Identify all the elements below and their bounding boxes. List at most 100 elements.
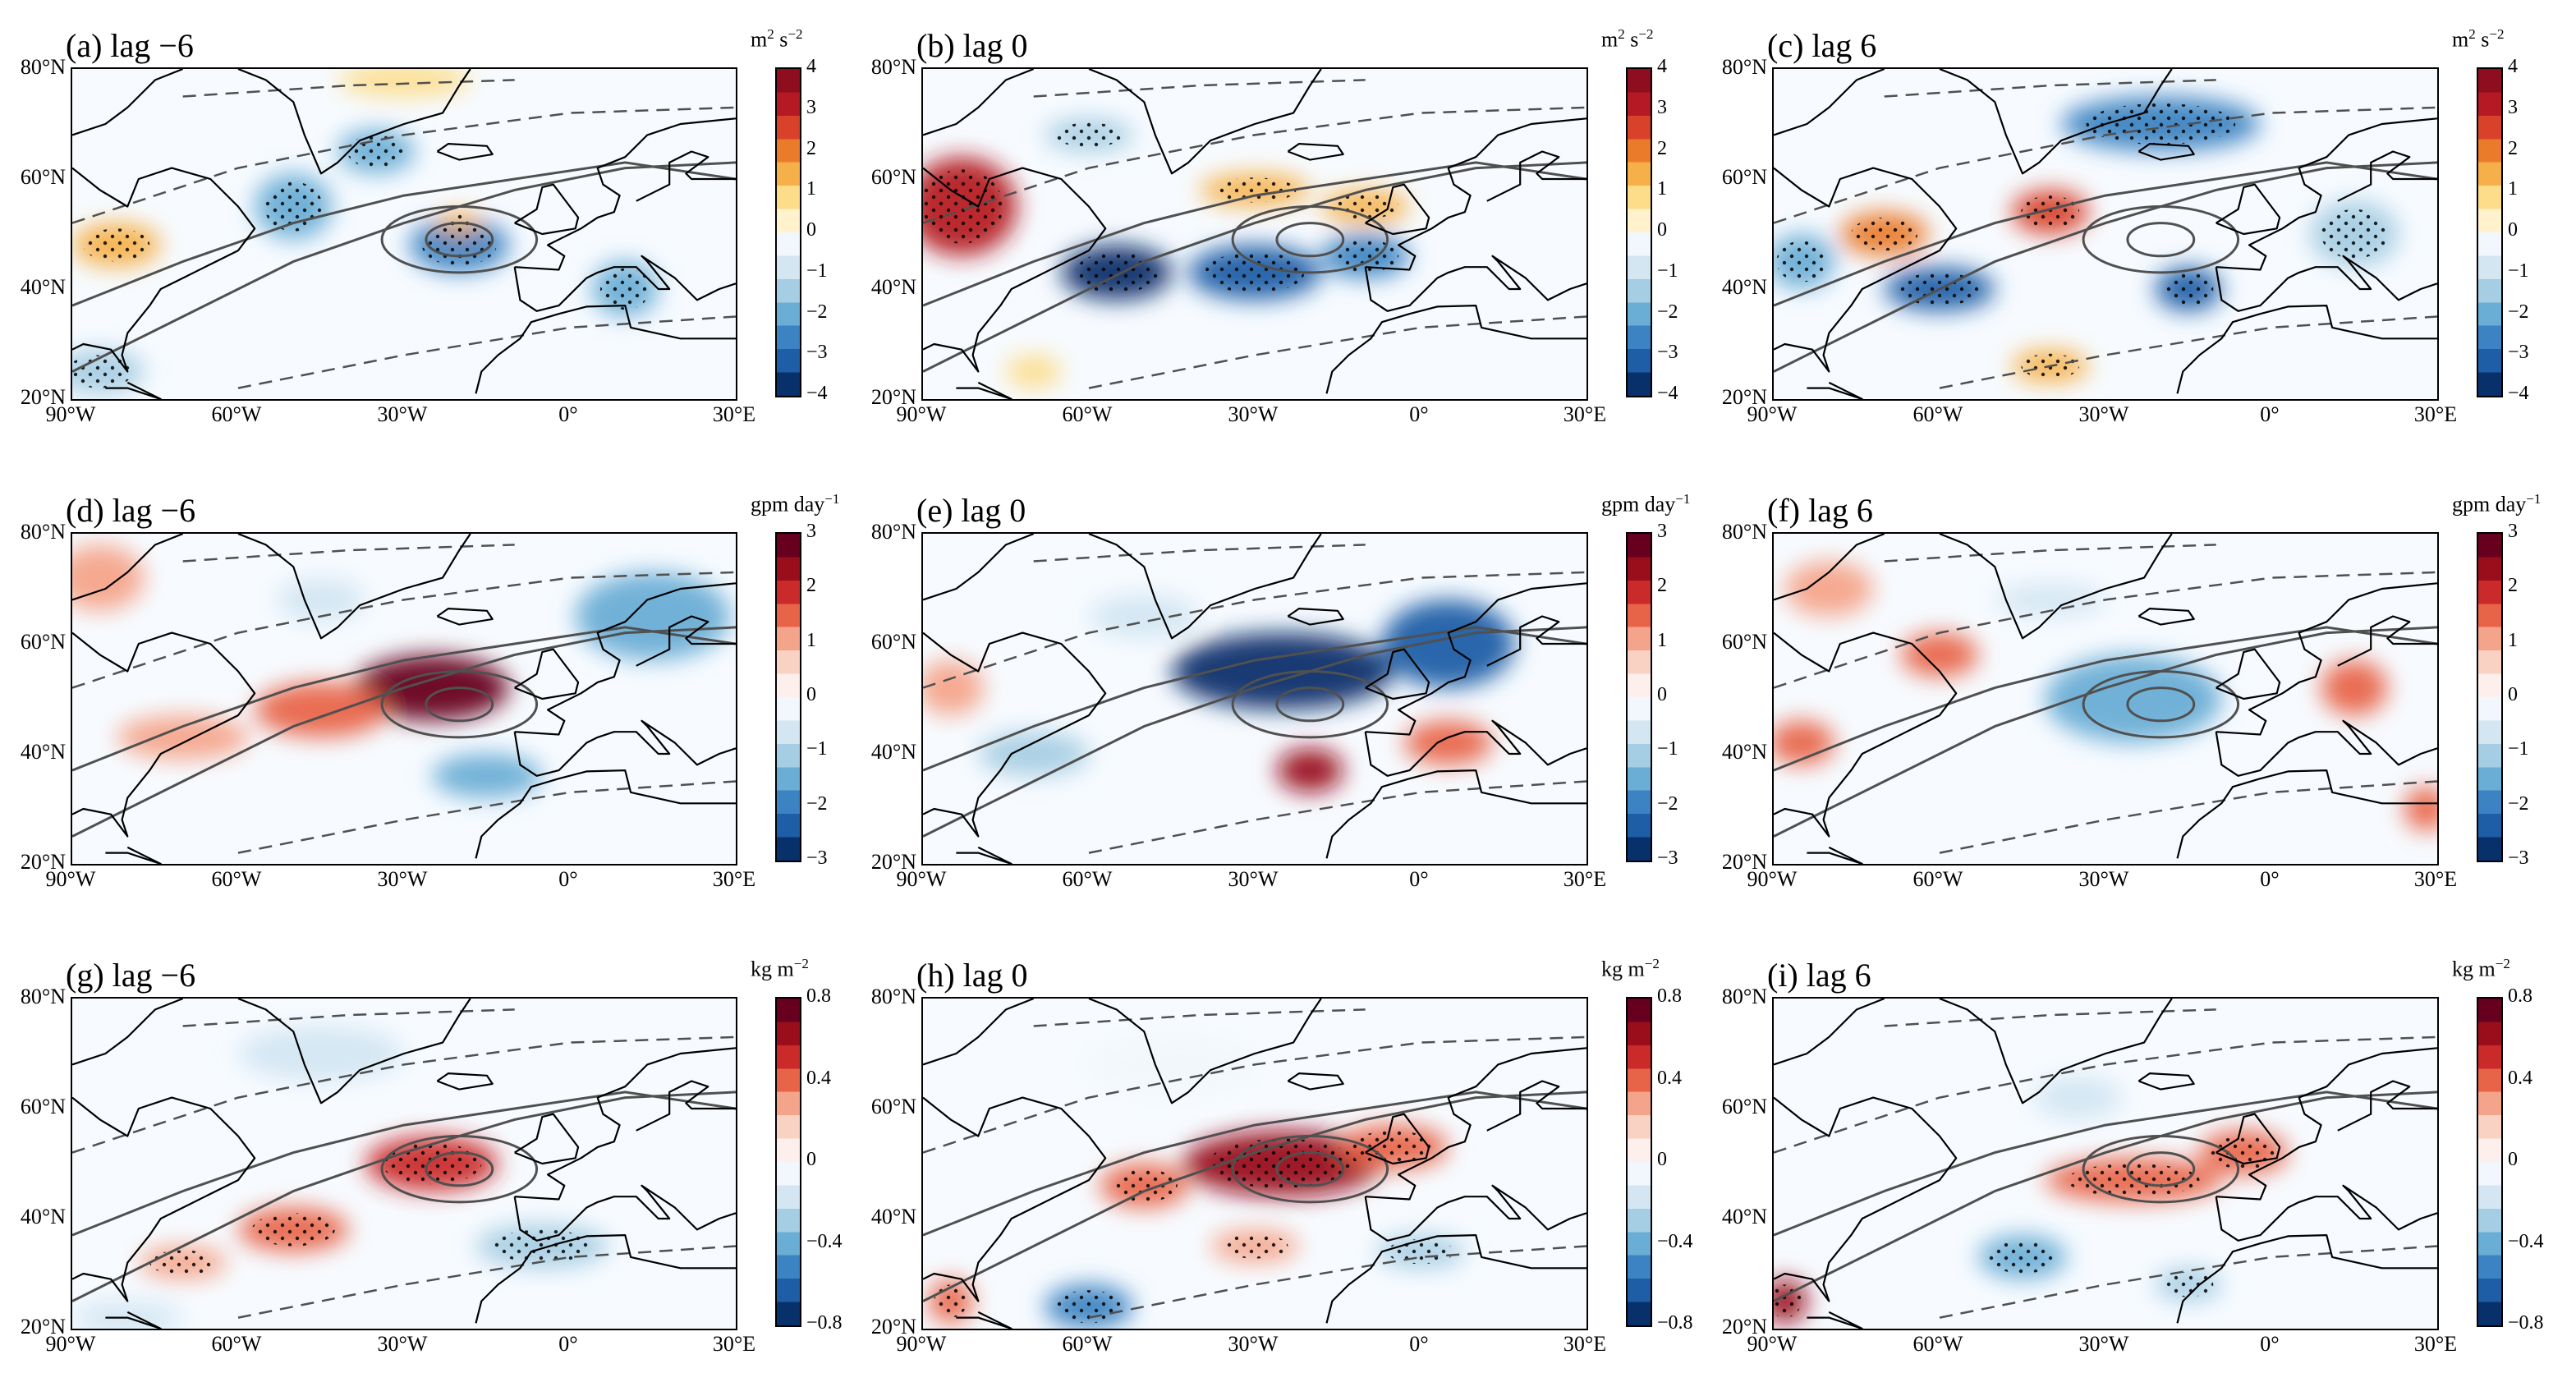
colorbar-tick-label: 1 [2508, 178, 2518, 200]
lon-tick-label: 60°W [1062, 1332, 1113, 1356]
lon-tick-label: 0° [1409, 1332, 1429, 1356]
colorbar-tick-label: −0.4 [806, 1230, 843, 1252]
coastline [2216, 183, 2281, 236]
lat-tick-label: 20°N [870, 850, 916, 874]
coastline [514, 183, 580, 236]
dashed-contour [1088, 315, 1586, 389]
coastline [1774, 631, 1958, 838]
colorbar-tick-label: −0.8 [2508, 1312, 2544, 1334]
colorbar-tick-label: 3 [1657, 521, 1667, 542]
jet-contour [72, 626, 736, 838]
coastline [513, 719, 736, 777]
colorbar-unit: kg m−2 [751, 956, 809, 982]
lat-tick-label: 20°N [1721, 385, 1767, 409]
coastline [72, 1096, 256, 1302]
significance-stipple [1213, 177, 1297, 203]
colorbar-tick-label: 2 [1657, 137, 1667, 159]
colorbar-tick-label: −0.8 [1657, 1312, 1693, 1334]
lon-tick-label: 0° [558, 867, 578, 891]
anomaly-blob [1403, 720, 1493, 765]
jet-core-contour [2126, 222, 2196, 258]
jet-contour [1774, 1091, 2437, 1237]
colorbar [1626, 532, 1652, 862]
lon-tick-label: 30°W [1228, 1332, 1279, 1356]
lat-tick-label: 40°N [1721, 740, 1767, 764]
lat-tick-label: 80°N [20, 520, 66, 544]
coastline [1088, 534, 1322, 640]
lat-tick-label: 40°N [870, 1205, 916, 1228]
jet-contour [72, 1091, 736, 1302]
coastline [923, 631, 1107, 838]
lon-tick-label: 90°W [45, 402, 96, 426]
coastline [72, 534, 184, 601]
coastline [436, 1072, 494, 1091]
lon-tick-label: 60°W [1062, 402, 1113, 426]
significance-stipple [1776, 241, 1826, 282]
unit-exponent: −1 [2526, 491, 2542, 507]
coastline [1807, 846, 1863, 864]
colorbar-unit: m2 s−2 [1601, 26, 1653, 53]
coastline [1365, 183, 1430, 236]
dashed-contour [1774, 1035, 2437, 1154]
jet-core-contour [1231, 670, 1389, 739]
lat-tick-label: 40°N [20, 275, 66, 299]
map-svg [72, 999, 736, 1329]
coastline [2216, 1047, 2437, 1201]
panel-title: (h) lag 0 [916, 957, 1028, 994]
lat-tick-label: 40°N [870, 740, 916, 764]
colorbar-tick-label: 2 [806, 137, 816, 159]
colorbar-tick-label: −4 [2508, 383, 2529, 404]
map-svg [1774, 999, 2437, 1329]
coastline [1365, 117, 1586, 271]
dashed-contour [72, 571, 736, 689]
lat-tick-label: 60°N [870, 165, 916, 189]
coastline [2137, 608, 2195, 626]
coastline [2337, 1080, 2437, 1132]
significance-stipple [1387, 1239, 1454, 1265]
lat-tick-label: 60°N [20, 1095, 66, 1118]
coastline [2215, 1184, 2437, 1242]
coastline [237, 534, 471, 640]
jet-contour [72, 161, 736, 307]
unit-exponent: −1 [1675, 491, 1691, 507]
lon-tick-label: 30°E [1563, 402, 1607, 426]
colorbar-tick-label: −0.8 [806, 1312, 843, 1334]
coastline [1364, 719, 1586, 777]
coastline [1807, 381, 1863, 399]
lon-tick-label: 30°W [2078, 402, 2129, 426]
coastline [2337, 150, 2437, 202]
map-svg [1774, 69, 2437, 399]
coastline [72, 999, 184, 1066]
anomaly-blob [2321, 660, 2388, 716]
jet-core-contour [2082, 1135, 2240, 1204]
lat-tick-label: 40°N [1721, 1205, 1767, 1228]
colorbar-tick-label: −2 [2508, 301, 2529, 323]
colorbar-tick-label: −3 [806, 847, 828, 869]
jet-core-contour [425, 222, 494, 258]
anomaly-blob [1172, 632, 1394, 710]
colorbar-tick-label: 4 [806, 56, 816, 77]
lon-tick-label: 90°W [896, 402, 947, 426]
jet-contour [1774, 626, 2437, 772]
colorbar-tick-label: 0.8 [806, 985, 831, 1007]
map-svg [923, 69, 1586, 399]
coastline [1287, 1072, 1344, 1091]
colorbar-tick-label: −0.4 [2508, 1230, 2544, 1252]
map-svg [72, 69, 736, 399]
anomaly-blob [1381, 599, 1515, 688]
map-svg [1774, 534, 2437, 864]
panel-title: (b) lag 0 [916, 27, 1028, 64]
colorbar-unit: gpm day−1 [751, 491, 839, 517]
colorbar-tick-label: 0.8 [2508, 985, 2532, 1007]
coastline [1807, 1311, 1863, 1329]
coastline [1939, 534, 2173, 640]
coastline [72, 167, 256, 373]
coastline [1365, 1113, 1430, 1165]
colorbar-tick-label: −2 [1657, 792, 1678, 815]
colorbar-tick-label: 2 [1657, 575, 1667, 597]
anomaly-blob [1089, 1036, 1255, 1092]
colorbar-tick-label: −1 [2508, 259, 2529, 282]
dashed-contour [72, 1035, 736, 1154]
anomaly-blob [238, 1026, 404, 1081]
coastline [2137, 143, 2195, 161]
